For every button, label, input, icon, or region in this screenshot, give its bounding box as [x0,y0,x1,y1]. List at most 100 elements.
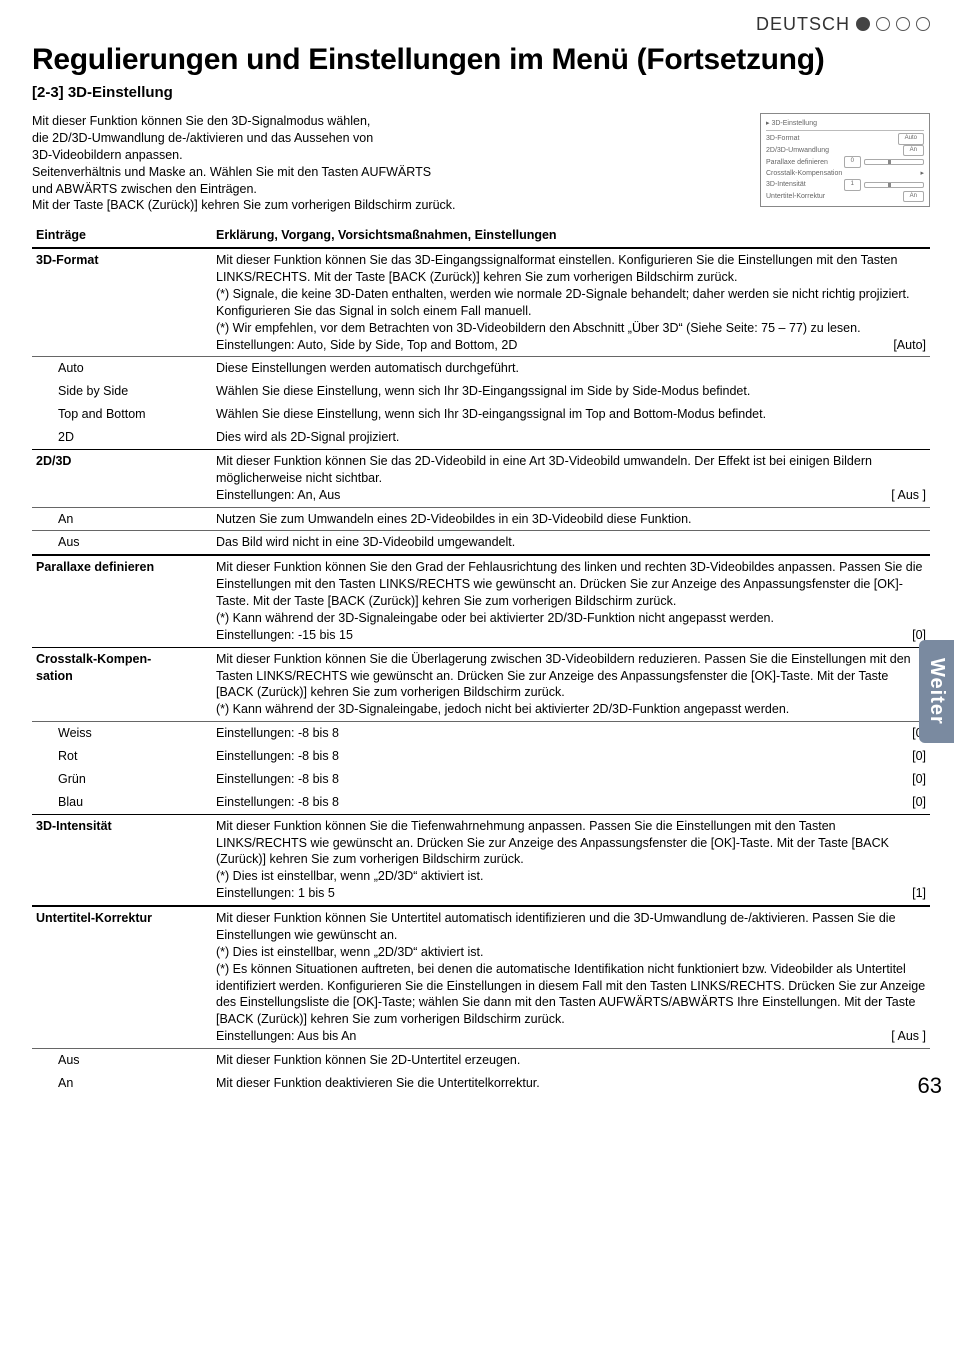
setting-line: Einstellungen: Aus bis An [ Aus ] [216,1028,926,1045]
language-label: DEUTSCH [756,12,850,36]
description-text: Mit dieser Funktion können Sie Untertite… [216,910,926,944]
page-dot-icon [896,17,910,31]
description-text: (*) Signale, die keine 3D-Daten enthalte… [216,286,926,320]
intro-line: 3D-Videobildern anpassen. [32,147,748,164]
col-header-entries: Einträge [32,224,212,248]
entry-label: Top and Bottom [32,403,212,426]
table-row: AusDas Bild wird nicht in eine 3D-Videob… [32,531,930,555]
intro-block: Mit dieser Funktion können Sie den 3D-Si… [32,113,930,214]
setting-line: Einstellungen: -15 bis 15[0] [216,627,926,644]
entry-description: Einstellungen: -8 bis 8 [0] [212,791,930,814]
table-row: 3D-IntensitätMit dieser Funktion können … [32,814,930,906]
page-dot-active-icon [856,17,870,31]
setting-range: Einstellungen: Aus bis An [216,1028,356,1045]
setting-default: [ Aus ] [881,1028,926,1045]
side-tab-weiter[interactable]: Weiter [919,640,954,743]
osd-preview-row: Untertitel-KorrekturAn [766,191,924,203]
description-text: Wählen Sie diese Einstellung, wenn sich … [216,383,926,400]
entry-description: Mit dieser Funktion können Sie die Tiefe… [212,814,930,906]
entry-description: Mit dieser Funktion können Sie das 2D-Vi… [212,449,930,507]
table-row: Top and BottomWählen Sie diese Einstellu… [32,403,930,426]
intro-line: die 2D/3D-Umwandlung de-/aktivieren und … [32,130,748,147]
entry-label: Weiss [32,722,212,745]
entry-description: Dies wird als 2D-Signal projiziert. [212,426,930,449]
page-number: 63 [918,1071,942,1101]
table-row: AnMit dieser Funktion deaktivieren Sie d… [32,1072,930,1095]
table-row: BlauEinstellungen: -8 bis 8 [0] [32,791,930,814]
page-title: Regulierungen und Einstellungen im Menü … [32,40,930,81]
entry-label: Side by Side [32,380,212,403]
entry-label: Crosstalk-Kompen-sation [32,647,212,722]
setting-line: Einstellungen: Auto, Side by Side, Top a… [216,337,926,354]
setting-default: [1] [902,885,926,902]
description-text: Mit dieser Funktion können Sie die Tiefe… [216,818,926,869]
entry-label: Rot [32,745,212,768]
settings-table: Einträge Erklärung, Vorgang, Vorsichtsma… [32,224,930,1095]
entry-label: Aus [32,531,212,555]
section-heading: [2-3] 3D-Einstellung [32,83,930,103]
setting-default: [ Aus ] [881,487,926,504]
description-text: (*) Es können Situationen auftreten, bei… [216,961,926,1029]
entry-description: Diese Einstellungen werden automatisch d… [212,357,930,380]
setting-range: Einstellungen: -8 bis 8 [216,725,339,742]
setting-range: Einstellungen: -8 bis 8 [216,794,339,811]
table-row: 3D-FormatMit dieser Funktion können Sie … [32,248,930,357]
intro-line: Seitenverhältnis und Maske an. Wählen Si… [32,164,748,181]
entry-description: Mit dieser Funktion können Sie 2D-Untert… [212,1049,930,1072]
setting-line: Einstellungen: -8 bis 8[0] [216,725,926,742]
page-dot-icon [876,17,890,31]
setting-range: Einstellungen: -8 bis 8 [216,748,339,765]
entry-description: Wählen Sie diese Einstellung, wenn sich … [212,403,930,426]
setting-default: [0] [902,748,926,765]
entry-label: 2D/3D [32,449,212,507]
entry-label: Untertitel-Korrektur [32,906,212,1049]
entry-description: Einstellungen: -8 bis 8 [0] [212,745,930,768]
table-row: RotEinstellungen: -8 bis 8 [0] [32,745,930,768]
description-text: Mit dieser Funktion können Sie das 3D-Ei… [216,252,926,286]
setting-range: Einstellungen: -15 bis 15 [216,627,353,644]
entry-label: Grün [32,768,212,791]
description-text: (*) Dies ist einstellbar, wenn „2D/3D“ a… [216,868,926,885]
osd-preview-panel: ▸ 3D-Einstellung3D-FormatAuto2D/3D-Umwan… [760,113,930,207]
table-row: 2D/3DMit dieser Funktion können Sie das … [32,449,930,507]
entry-label: An [32,1072,212,1095]
table-row: 2DDies wird als 2D-Signal projiziert. [32,426,930,449]
osd-preview-row: Parallaxe definieren0 [766,156,924,168]
description-text: Mit dieser Funktion können Sie das 2D-Vi… [216,453,926,487]
entry-description: Nutzen Sie zum Umwandeln eines 2D-Videob… [212,507,930,531]
description-text: Dies wird als 2D-Signal projiziert. [216,429,926,446]
entry-label: Blau [32,791,212,814]
description-text: Mit dieser Funktion deaktivieren Sie die… [216,1075,926,1092]
setting-line: Einstellungen: 1 bis 5 [1] [216,885,926,902]
setting-line: Einstellungen: -8 bis 8 [0] [216,794,926,811]
description-text: (*) Wir empfehlen, vor dem Betrachten vo… [216,320,926,337]
entry-description: Mit dieser Funktion können Sie Untertite… [212,906,930,1049]
entry-label: Aus [32,1049,212,1072]
entry-description: Mit dieser Funktion können Sie den Grad … [212,555,930,647]
entry-label: Parallaxe definieren [32,555,212,647]
osd-preview-row: 3D-Intensität1 [766,179,924,191]
setting-range: Einstellungen: 1 bis 5 [216,885,335,902]
table-row: AnNutzen Sie zum Umwandeln eines 2D-Vide… [32,507,930,531]
entry-description: Das Bild wird nicht in eine 3D-Videobild… [212,531,930,555]
osd-preview-row: Crosstalk-Kompensation▸ [766,168,924,179]
intro-line: und ABWÄRTS zwischen den Einträgen. [32,181,748,198]
setting-default: [0] [902,771,926,788]
entry-description: Einstellungen: -8 bis 8[0] [212,768,930,791]
description-text: Diese Einstellungen werden automatisch d… [216,360,926,377]
entry-description: Einstellungen: -8 bis 8[0] [212,722,930,745]
setting-default: [Auto] [883,337,926,354]
table-row: Untertitel-KorrekturMit dieser Funktion … [32,906,930,1049]
description-text: Mit dieser Funktion können Sie die Überl… [216,651,926,702]
description-text: (*) Kann während der 3D-Signaleingabe od… [216,610,926,627]
table-row: Side by SideWählen Sie diese Einstellung… [32,380,930,403]
entry-description: Wählen Sie diese Einstellung, wenn sich … [212,380,930,403]
setting-line: Einstellungen: -8 bis 8 [0] [216,748,926,765]
setting-line: Einstellungen: -8 bis 8[0] [216,771,926,788]
entry-label: An [32,507,212,531]
table-row: AusMit dieser Funktion können Sie 2D-Unt… [32,1049,930,1072]
entry-description: Mit dieser Funktion können Sie das 3D-Ei… [212,248,930,357]
table-row: WeissEinstellungen: -8 bis 8[0] [32,722,930,745]
setting-default: [0] [902,794,926,811]
table-row: AutoDiese Einstellungen werden automatis… [32,357,930,380]
